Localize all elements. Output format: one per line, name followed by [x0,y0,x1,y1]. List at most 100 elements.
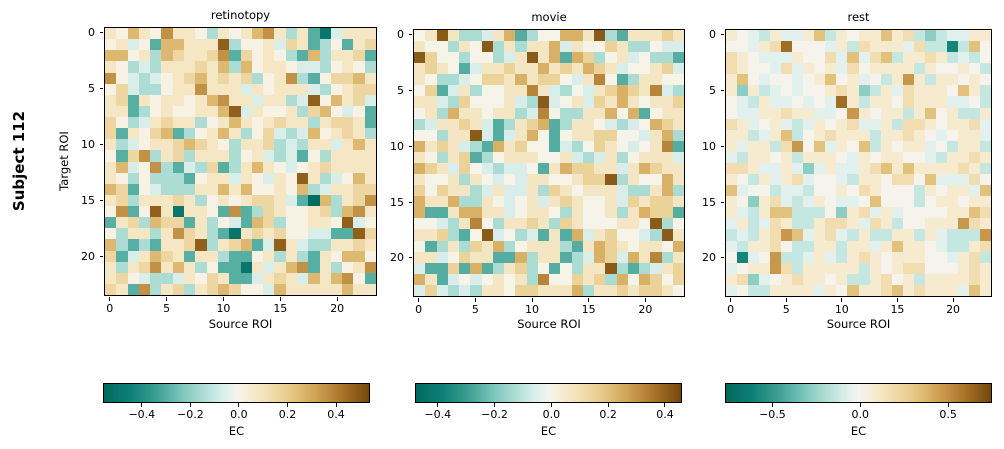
heatmap-cell [330,161,343,173]
heatmap-cell [319,72,331,84]
heatmap-cell [759,284,771,296]
heatmap-cell [836,52,848,64]
heatmap-cell [594,30,606,42]
heatmap-cell [792,185,804,197]
heatmap-cell [504,229,516,241]
heatmap-cell [792,52,804,64]
heatmap-cell [308,94,320,106]
heatmap-cell [616,240,628,252]
heatmap-cell [594,174,606,186]
heatmap-cell [661,196,673,208]
heatmap-cell [737,284,749,296]
heatmap-cell [979,74,991,86]
heatmap-cell [549,240,561,252]
heatmap-cell [770,207,782,219]
heatmap-cell [814,129,826,141]
heatmap-cell [759,74,771,86]
heatmap-cell [737,118,749,130]
heatmap-cell [217,283,230,295]
heatmap-cell [814,140,826,152]
heatmap-cell [627,185,639,197]
heatmap-cell [296,94,309,106]
heatmap-cell [206,272,218,284]
heatmap-cell [319,117,331,129]
heatmap-cell [549,162,561,175]
heatmap-cell [353,183,365,195]
heatmap-cell [105,94,117,106]
heatmap-cell [150,28,162,40]
heatmap-cell [150,83,162,95]
heatmap-cell [814,107,826,119]
heatmap-cell [924,207,936,219]
heatmap-cell [172,72,185,84]
heatmap-cell [858,129,870,141]
heatmap-cell [138,150,151,162]
heatmap-cell [116,161,128,173]
heatmap-cell [957,52,969,64]
heatmap-cell [571,162,583,175]
tick-mark [952,298,954,302]
heatmap-cell [847,207,859,219]
heatmap-cell [285,39,297,51]
heatmap-cell [274,206,286,218]
heatmap-cell [285,283,297,295]
heatmap-cell [150,61,162,73]
heatmap-cell [924,140,936,152]
heatmap-cell [481,85,493,97]
heatmap-cell [364,161,376,173]
tick-mark [99,88,103,90]
heatmap-cell [206,161,218,173]
heatmap-cell [814,162,826,175]
heatmap-cell [161,61,173,73]
heatmap-cell [526,207,538,219]
heatmap-cell [880,207,892,219]
heatmap-cell [172,28,185,40]
heatmap-cell [957,140,969,152]
heatmap-cell [891,174,903,186]
heatmap-cell [161,139,173,151]
heatmap-cell [891,218,903,230]
heatmap-cell [957,284,969,296]
heatmap-cell [116,172,128,184]
heatmap-cell [459,63,471,75]
heatmap-cell [737,262,749,274]
heatmap-cell [616,262,628,274]
heatmap-cell [537,140,549,152]
heatmap-cell [770,229,782,241]
heatmap-cell [616,174,628,186]
heatmap-cell [296,50,309,62]
heatmap-cell [858,85,870,97]
heatmap-cell [150,261,162,273]
heatmap-cell [296,39,309,51]
heatmap-cell [229,261,241,273]
heatmap-cell [891,140,903,152]
heatmap-cell [571,251,583,263]
heatmap-cell [537,52,549,64]
heatmap-cell [229,206,241,218]
heatmap-cell [127,194,139,206]
heatmap-cell [105,72,117,84]
heatmap-cell [364,228,376,240]
heatmap-cell [672,151,684,163]
heatmap-cell [229,105,241,117]
heatmap-cell [858,207,870,219]
heatmap-cell [639,284,651,296]
heatmap-cell [594,96,606,108]
heatmap-cell [116,194,128,206]
heatmap-cell [661,118,673,130]
heatmap-cell [138,117,151,129]
heatmap-cell [858,262,870,274]
heatmap-cell [274,283,286,295]
heatmap-cell [616,229,628,241]
heatmap-cell [330,194,343,206]
heatmap-cell [285,228,297,240]
heatmap-cell [296,194,309,206]
heatmap-cell [353,39,365,51]
heatmap-cell [161,94,173,106]
heatmap-cell [105,183,117,195]
heatmap-cell [285,239,297,251]
heatmap-cell [240,117,252,129]
heatmap-cell [240,83,252,95]
heatmap-cell [825,262,837,274]
heatmap-cell [364,139,376,151]
